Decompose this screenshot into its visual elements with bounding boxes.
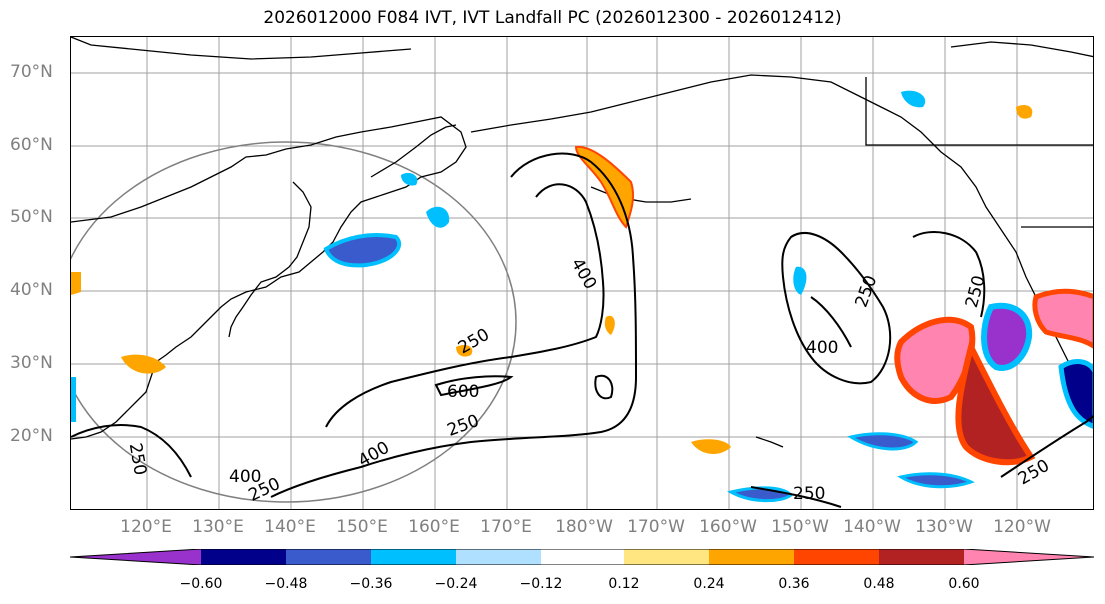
contour-label: 600: [447, 382, 479, 402]
graticule: [71, 37, 1093, 509]
colorbar-segment-under: [70, 549, 201, 565]
lat-label-70n: 70°N: [10, 62, 53, 82]
colorbar-tick-label: −0.60: [179, 576, 223, 592]
colorbar-segment: [201, 549, 286, 565]
colorbar-tick-label: 0.24: [693, 576, 725, 592]
japan-coastline: [228, 181, 312, 338]
lon-label-120w: 120°W: [993, 517, 1051, 537]
contour-400-northeast-pacific: [810, 296, 852, 348]
colorbar-segment: [286, 549, 371, 565]
lon-label-120e: 120°E: [120, 517, 172, 537]
lat-label-50n: 50°N: [10, 207, 53, 227]
asia-coastline: [71, 116, 467, 440]
lon-label-170e: 170°E: [480, 517, 532, 537]
anomaly-canada-positive: [1016, 105, 1033, 119]
anomaly-subtropical-negative: [847, 432, 919, 451]
map-title: 2026012000 F084 IVT, IVT Landfall PC (20…: [263, 8, 842, 28]
siberia-coastline: [71, 37, 412, 60]
anomaly-alaska-negative: [901, 90, 926, 108]
anomaly-japan-east-negative: [323, 233, 402, 268]
landfall-region-circle: [71, 141, 517, 503]
anomaly-northeast-pacific-negative: [793, 266, 807, 295]
colorbar-tick-label: −0.36: [349, 576, 393, 592]
lon-label-160w: 160°W: [699, 517, 757, 537]
lat-label-30n: 30°N: [10, 353, 53, 373]
contour-250-west: [71, 424, 192, 478]
lon-label-140e: 140°E: [264, 517, 316, 537]
contour-label: 400: [567, 255, 601, 293]
contour-label: 250: [445, 411, 482, 441]
anomaly-tropical-negative: [897, 472, 975, 489]
contour-label: 250: [962, 273, 990, 310]
contour-600-central-pacific: [434, 375, 514, 397]
colorbar: [70, 549, 1094, 565]
contour-label: 400: [806, 338, 838, 358]
contour-250-gulf-alaska: [912, 231, 986, 318]
contour-label: 250: [793, 484, 825, 504]
anomaly-kuril-negative: [426, 206, 450, 228]
anomaly-china-positive: [121, 354, 166, 374]
anomaly-hawaii-positive: [691, 439, 731, 454]
colorbar-segment: [794, 549, 879, 565]
colorbar-tick-label: 0.12: [608, 576, 640, 592]
map-canvas: 400 250 250 400 600 250 400 250 250 400 …: [71, 37, 1093, 509]
contour-250-hawaii: [750, 486, 842, 508]
ivt-contours: [71, 152, 1093, 508]
anomaly-aleutian-positive: [574, 145, 635, 229]
map-panel: 400 250 250 400 600 250 400 250 250 400 …: [70, 36, 1094, 510]
colorbar-segment: [456, 549, 541, 565]
lon-label-130e: 130°E: [192, 517, 244, 537]
anomaly-california-negative: [981, 302, 1033, 371]
colorbar-tick-label: 0.60: [948, 576, 980, 592]
lat-label-20n: 20°N: [10, 426, 53, 446]
contour-small-loop: [594, 374, 614, 400]
anomaly-okhotsk-negative: [401, 172, 418, 186]
colorbar-tick-label: −0.24: [434, 576, 478, 592]
ivt-pc-shading: [71, 90, 1093, 503]
arctic-coastline: [950, 41, 1093, 58]
kamchatka-coastline: [370, 124, 457, 178]
anomaly-eastern-pacific-positive: [955, 338, 1036, 466]
lon-label-130w: 130°W: [915, 517, 973, 537]
colorbar-segment: [879, 549, 964, 565]
lon-label-160e: 160°E: [408, 517, 460, 537]
colorbar-segment: [541, 549, 624, 565]
lon-label-140w: 140°W: [843, 517, 901, 537]
colorbar-segment: [624, 549, 709, 565]
contour-250-northeast-pacific: [781, 232, 892, 385]
colorbar-tick-label: 0.48: [863, 576, 895, 592]
anomaly-central-pacific-positive: [456, 344, 473, 357]
alaska-coastline: [470, 74, 1007, 238]
anomaly-west-edge-negative: [71, 377, 76, 422]
coastlines: [71, 37, 1093, 448]
colorbar-segment-over: [964, 549, 1094, 565]
anomaly-west-edge-positive: [71, 272, 81, 295]
lat-label-40n: 40°N: [10, 280, 53, 300]
anomaly-pacific-southwest-positive: [894, 316, 976, 404]
anomaly-baja-negative: [1058, 359, 1093, 429]
lon-label-150w: 150°W: [771, 517, 829, 537]
anomaly-hawaii-south-negative: [726, 486, 794, 503]
contour-400-central-pacific: [325, 183, 605, 428]
contour-250-baja: [1000, 415, 1093, 478]
lon-label-150e: 150°E: [336, 517, 388, 537]
anomaly-aleutian-small-positive: [604, 315, 615, 335]
lat-label-60n: 60°N: [10, 135, 53, 155]
contour-250-central-pacific: [270, 152, 638, 498]
colorbar-tick-label: −0.12: [519, 576, 563, 592]
contour-label: 250: [851, 273, 881, 310]
colorbar-tick-label: −0.48: [264, 576, 308, 592]
contour-label: 250: [125, 442, 150, 477]
contour-label: 400: [229, 467, 261, 487]
canada-border: [865, 77, 1093, 146]
colorbar-segment: [709, 549, 794, 565]
lon-label-170w: 170°W: [627, 517, 685, 537]
lon-label-180: 180°W: [555, 517, 613, 537]
anomaly-west-coast-positive: [1032, 288, 1093, 349]
colorbar-tick-label: 0.36: [778, 576, 810, 592]
hawaii-islands: [755, 436, 784, 448]
colorbar-segment: [371, 549, 456, 565]
